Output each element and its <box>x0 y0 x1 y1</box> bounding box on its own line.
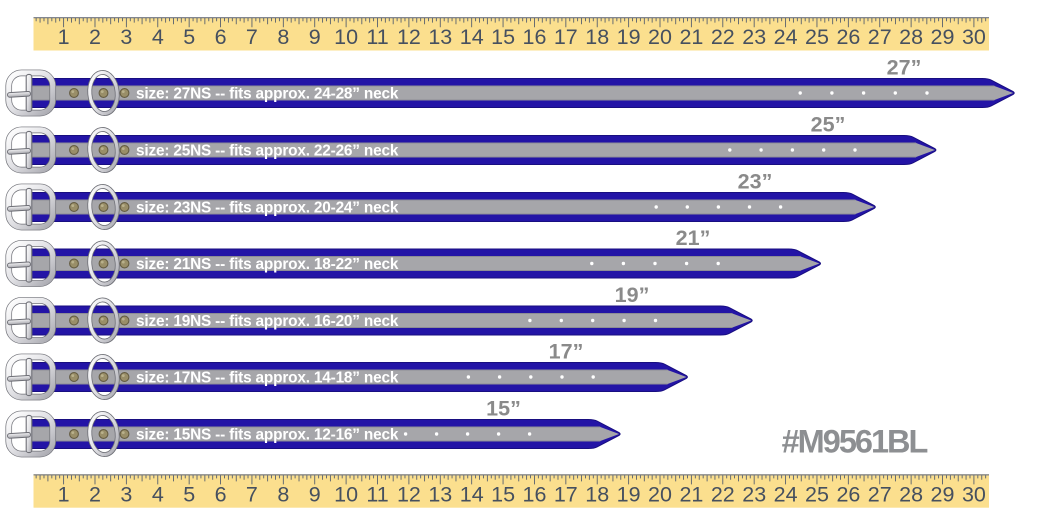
svg-text:15”: 15” <box>486 396 521 420</box>
svg-text:size: 25NS -- fits approx. 22-: size: 25NS -- fits approx. 22-26” neck <box>136 142 399 159</box>
svg-text:size: 15NS -- fits approx. 12-: size: 15NS -- fits approx. 12-16” neck <box>136 426 399 443</box>
svg-text:27”: 27” <box>887 55 922 79</box>
svg-text:23”: 23” <box>738 169 773 193</box>
svg-text:size: 17NS -- fits approx. 14-: size: 17NS -- fits approx. 14-18” neck <box>136 369 399 386</box>
svg-text:25”: 25” <box>811 112 846 136</box>
svg-text:size: 27NS -- fits approx. 24-: size: 27NS -- fits approx. 24-28” neck <box>136 85 399 102</box>
svg-text:19”: 19” <box>615 283 650 307</box>
svg-text:size: 23NS -- fits approx. 20-: size: 23NS -- fits approx. 20-24” neck <box>136 199 399 216</box>
svg-text:#M9561BL: #M9561BL <box>782 424 928 460</box>
svg-text:size: 21NS -- fits approx. 18-: size: 21NS -- fits approx. 18-22” neck <box>136 256 399 273</box>
svg-text:21”: 21” <box>676 226 711 250</box>
svg-text:size: 19NS -- fits approx. 16-: size: 19NS -- fits approx. 16-20” neck <box>136 313 399 330</box>
svg-text:17”: 17” <box>549 339 584 363</box>
